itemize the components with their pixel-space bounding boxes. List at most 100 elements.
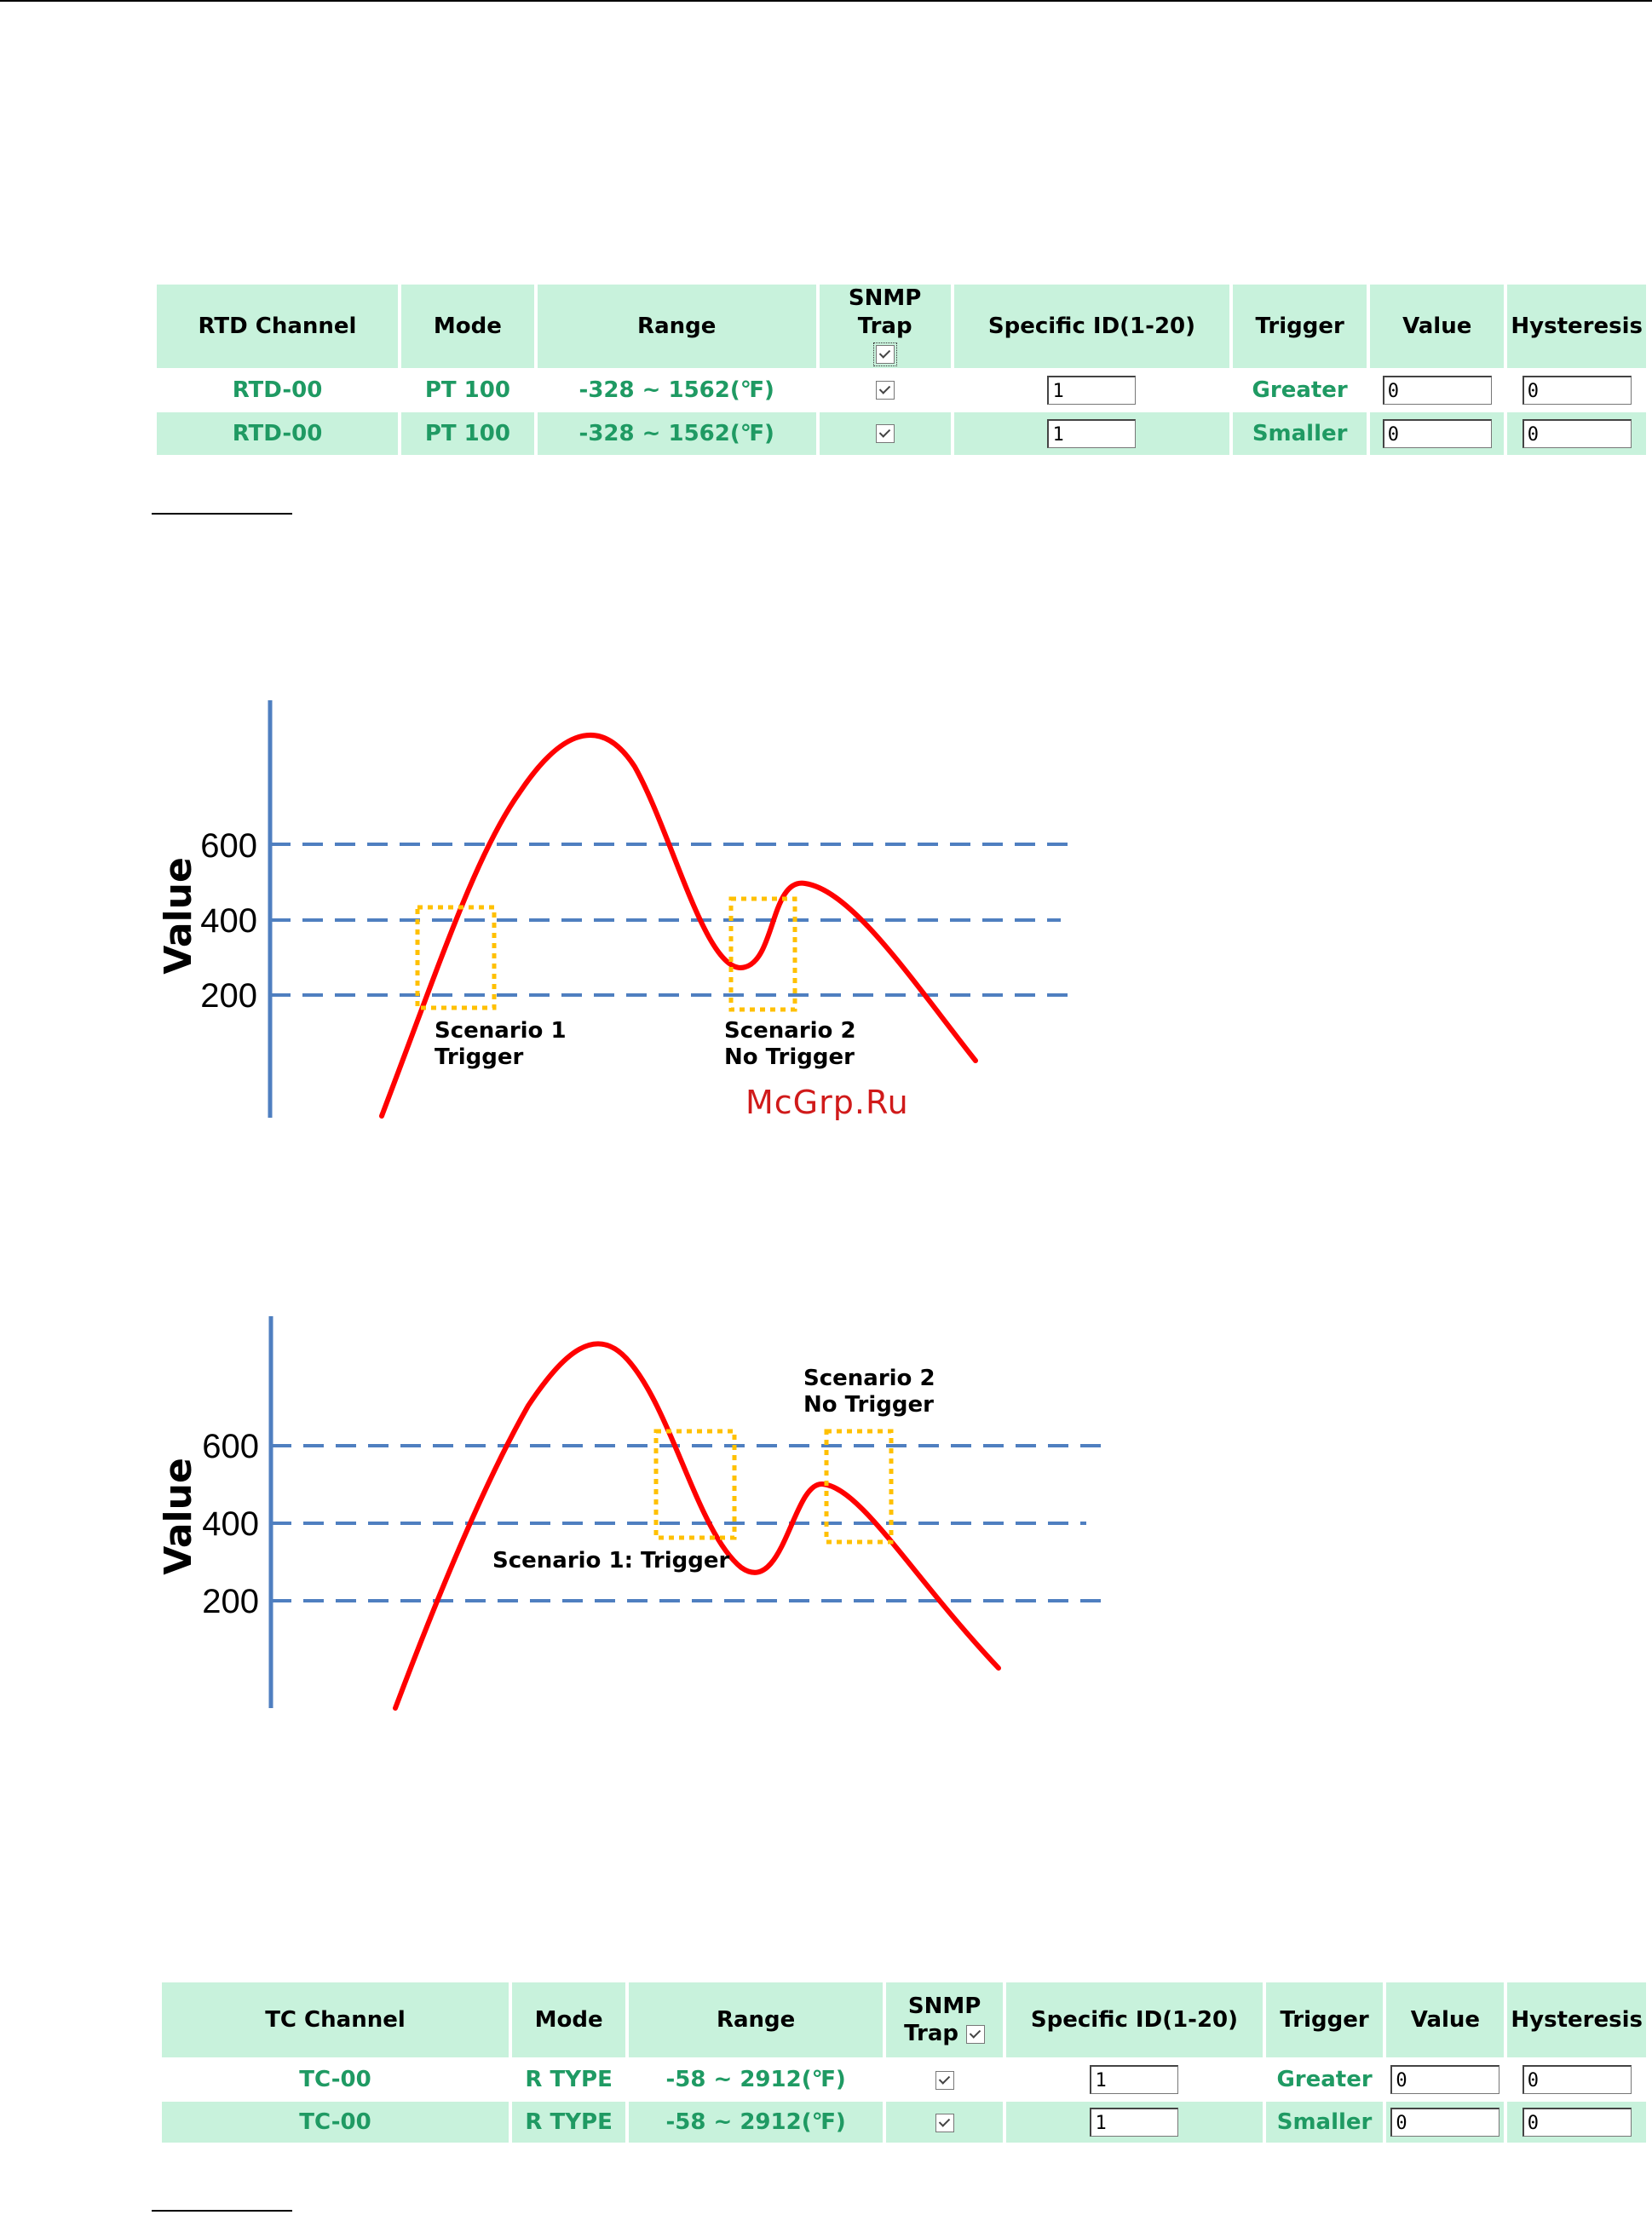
value-cell: 0	[1370, 368, 1504, 412]
col-header-value: Value	[1370, 285, 1505, 368]
y-tick-label: 600	[202, 1428, 259, 1465]
hysteresis-input[interactable]: 0	[1522, 2065, 1632, 2094]
snmp-trap-checkbox[interactable]	[935, 2070, 954, 2090]
range-cell: -58 ~ 2912(℉)	[629, 2102, 883, 2143]
range-cell: -328 ~ 1562(℉)	[578, 377, 774, 403]
scenario-2-label: Scenario 2	[724, 1018, 856, 1044]
col-header-mode: Mode	[511, 1982, 626, 2057]
top-rule	[0, 0, 1652, 2]
specific-id-input[interactable]: 1	[1047, 418, 1137, 448]
chart-scenario-2: 600 400 200 Value Scenario 1: Trigger Sc…	[157, 1316, 1101, 1711]
watermark: McGrp.Ru	[745, 1084, 909, 1121]
channel-cell: RTD-00	[157, 411, 398, 455]
range-cell: -328 ~ 1562(℉)	[537, 411, 816, 455]
col-header-snmp-trap: SNMP Trap	[885, 1982, 1004, 2057]
table-header-row: TC Channel Mode Range SNMP Trap Specific…	[162, 1982, 1646, 2057]
chart-scenario-1: 600 400 200 Value Scenario 1 Trigger Sce…	[157, 700, 1075, 1119]
col-header-value: Value	[1386, 1982, 1505, 2057]
col-header-hysteresis: Hysteresis	[1507, 1982, 1646, 2057]
scenario-2-label: Scenario 2	[803, 1366, 935, 1391]
y-tick-label: 200	[202, 1583, 259, 1620]
specific-id-cell: 1	[1006, 2102, 1263, 2143]
channel-cell: TC-00	[162, 2102, 509, 2143]
snmp-trap-label: SNMP Trap	[848, 285, 922, 339]
threshold-lines	[271, 1444, 1101, 1602]
mode-cell: R TYPE	[511, 2102, 626, 2143]
snmp-label: SNMP	[907, 1993, 981, 2019]
scenario-2-sublabel: No Trigger	[724, 1044, 855, 1070]
snmp-cell	[820, 368, 951, 412]
y-tick-label: 600	[200, 827, 257, 865]
hysteresis-cell: 0	[1507, 411, 1646, 455]
channel-cell: TC-00	[299, 2067, 371, 2092]
section-rule	[152, 513, 292, 515]
col-header-range: Range	[629, 1982, 883, 2057]
snmp-cell	[819, 411, 951, 455]
col-header-channel: RTD Channel	[157, 285, 398, 368]
hysteresis-input[interactable]: 0	[1522, 375, 1632, 405]
snmp-trap-checkbox[interactable]	[875, 424, 895, 443]
y-tick-label: 400	[202, 1505, 259, 1543]
mode-cell: PT 100	[401, 411, 534, 455]
col-header-trigger: Trigger	[1233, 285, 1367, 368]
hysteresis-cell: 0	[1507, 2057, 1646, 2102]
trigger-cell: Greater	[1276, 2067, 1373, 2092]
chart-1-svg: 600 400 200 Value Scenario 1 Trigger Sce…	[157, 700, 1075, 1119]
threshold-lines	[270, 843, 1075, 997]
specific-id-cell: 1	[953, 411, 1230, 455]
table-header-row: RTD Channel Mode Range SNMP Trap Specifi…	[157, 285, 1646, 368]
y-axis-label: Value	[157, 857, 200, 975]
trigger-cell: Smaller	[1265, 2102, 1384, 2143]
col-header-specific-id: Specific ID(1-20)	[953, 285, 1230, 368]
table-row: RTD-00 PT 100 -328 ~ 1562(℉) 1 Smaller 0…	[157, 411, 1646, 455]
specific-id-input[interactable]: 1	[1090, 2065, 1179, 2094]
trigger-cell: Smaller	[1233, 411, 1367, 455]
scenario-1-box	[415, 905, 497, 1010]
specific-id-input[interactable]: 1	[1047, 375, 1137, 405]
chart-2-svg: 600 400 200 Value Scenario 1: Trigger Sc…	[157, 1316, 1101, 1711]
col-header-snmp-trap: SNMP Trap	[819, 285, 951, 368]
scenario-2-sublabel: No Trigger	[803, 1392, 934, 1418]
col-header-range: Range	[537, 285, 816, 368]
value-curve	[379, 733, 978, 1119]
value-input[interactable]: 0	[1390, 2108, 1500, 2137]
col-header-specific-id: Specific ID(1-20)	[1006, 1982, 1263, 2057]
col-header-hysteresis: Hysteresis	[1507, 285, 1646, 368]
hysteresis-cell: 0	[1507, 368, 1646, 412]
tc-alarm-table: TC Channel Mode Range SNMP Trap Specific…	[158, 1982, 1649, 2143]
mode-cell: R TYPE	[525, 2067, 613, 2092]
value-cell: 0	[1386, 2102, 1505, 2143]
col-header-channel: TC Channel	[162, 1982, 509, 2057]
value-input[interactable]: 0	[1382, 418, 1492, 448]
scenario-2-box	[728, 896, 797, 1012]
hysteresis-cell: 0	[1507, 2102, 1646, 2143]
select-all-snmp-checkbox[interactable]	[966, 2024, 986, 2044]
specific-id-cell: 1	[954, 368, 1230, 412]
col-header-trigger: Trigger	[1265, 1982, 1384, 2057]
value-curve	[393, 1341, 1001, 1711]
scenario-1-sublabel: Trigger	[435, 1044, 523, 1070]
value-input[interactable]: 0	[1390, 2065, 1500, 2094]
scenario-2-box	[824, 1429, 894, 1545]
trigger-cell: Greater	[1252, 377, 1348, 403]
table-row: TC-00 R TYPE -58 ~ 2912(℉) 1 Greater 0 0	[162, 2057, 1646, 2102]
value-cell: 0	[1386, 2057, 1504, 2102]
snmp-trap-checkbox[interactable]	[875, 381, 895, 400]
snmp-trap-checkbox[interactable]	[935, 2113, 954, 2132]
hysteresis-input[interactable]: 0	[1522, 2108, 1632, 2137]
table-row: RTD-00 PT 100 -328 ~ 1562(℉) 1 Greater 0…	[157, 368, 1646, 412]
rtd-alarm-table: RTD Channel Mode Range SNMP Trap Specifi…	[153, 285, 1649, 455]
col-header-mode: Mode	[401, 285, 534, 368]
y-tick-label: 400	[200, 902, 257, 940]
value-input[interactable]: 0	[1382, 375, 1492, 405]
mode-cell: PT 100	[424, 377, 510, 403]
range-cell: -58 ~ 2912(℉)	[665, 2067, 846, 2092]
channel-cell: RTD-00	[232, 377, 323, 403]
hysteresis-input[interactable]: 0	[1522, 418, 1632, 448]
y-axis-label: Value	[157, 1458, 200, 1575]
select-all-snmp-checkbox[interactable]	[872, 342, 897, 366]
scenario-1-label: Scenario 1: Trigger	[492, 1548, 729, 1574]
y-tick-label: 200	[200, 977, 257, 1015]
specific-id-input[interactable]: 1	[1090, 2108, 1179, 2137]
snmp-cell	[886, 2057, 1003, 2102]
